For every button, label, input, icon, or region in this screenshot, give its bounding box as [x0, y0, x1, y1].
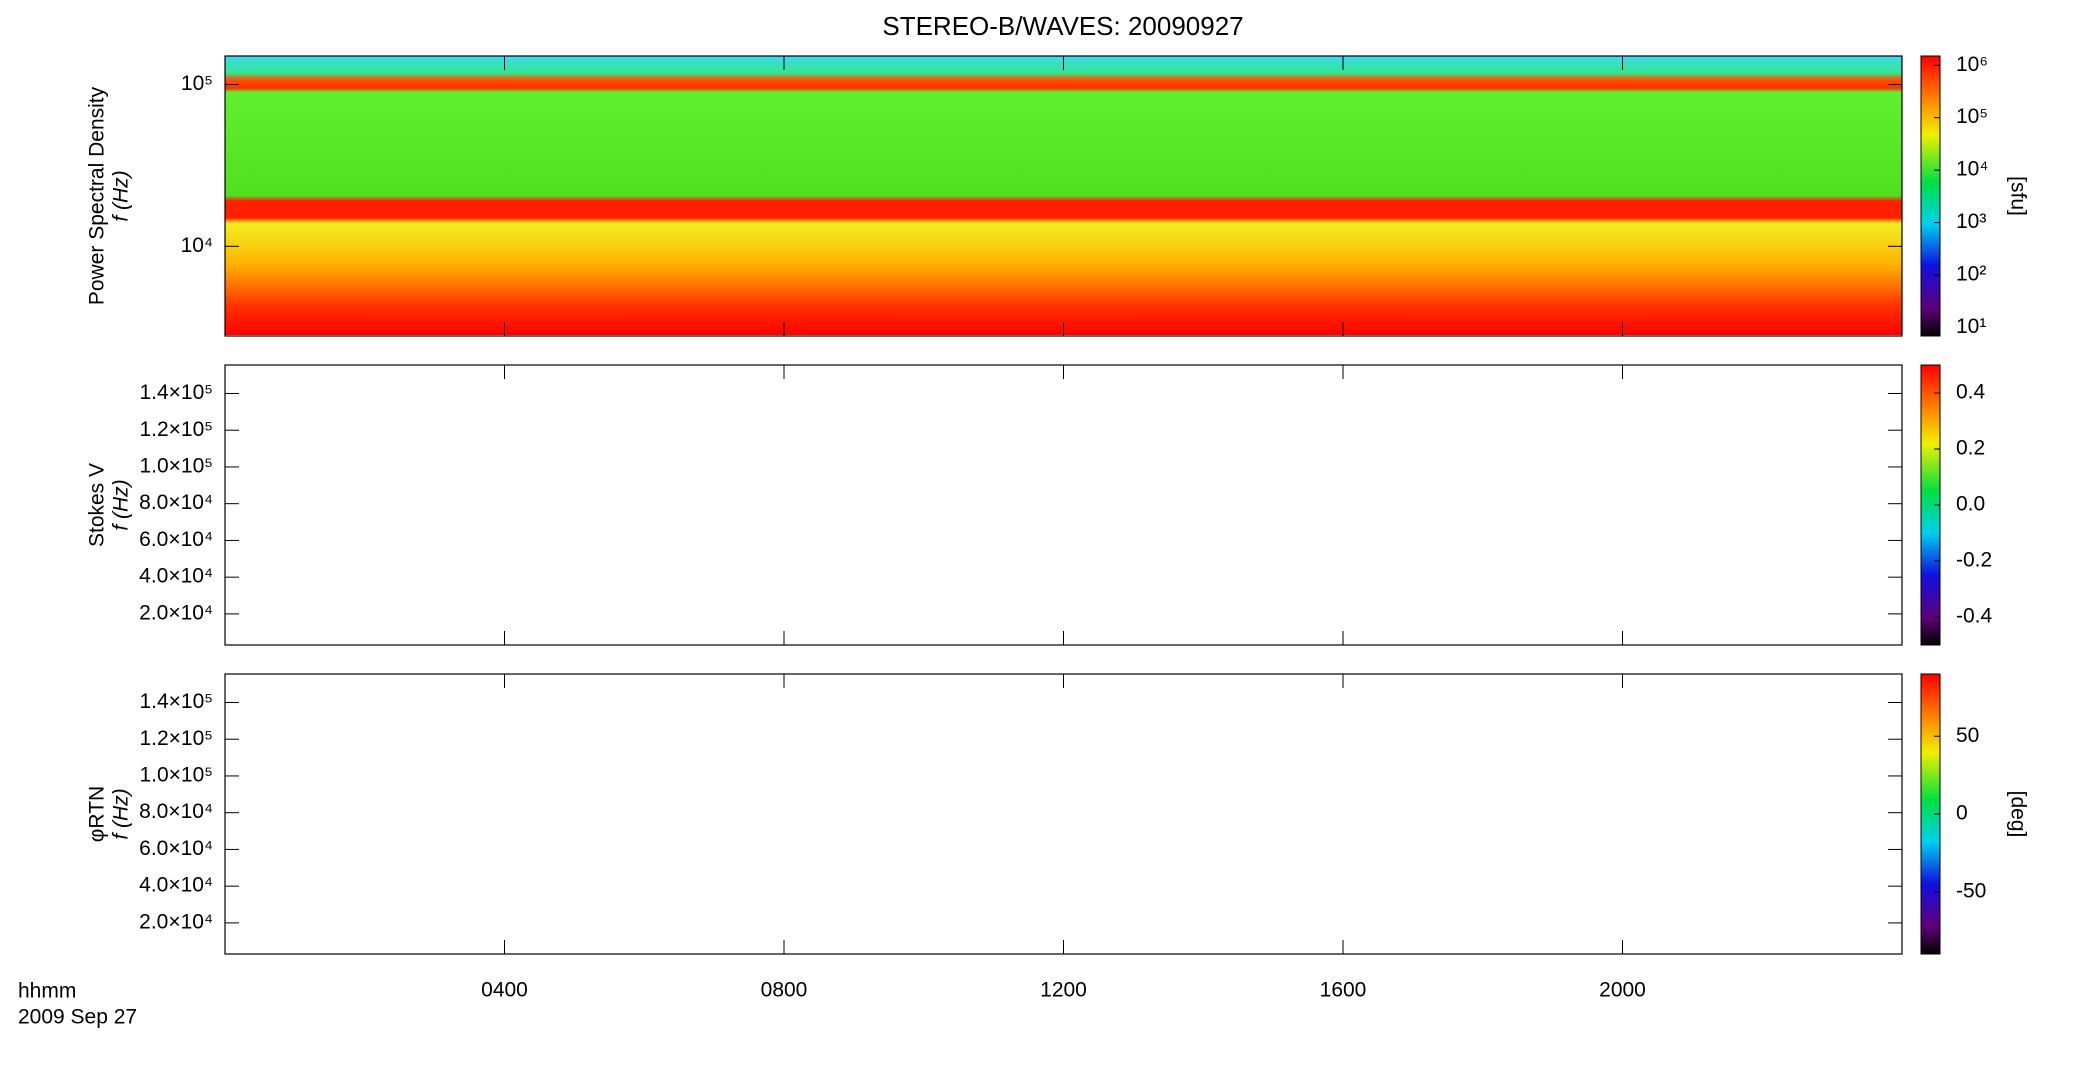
colorbar-tick-label: 10³ — [1956, 210, 1986, 233]
y-tick-label: 10⁵ — [181, 72, 213, 95]
y-tick-label: 2.0×10⁴ — [139, 910, 213, 933]
x-axis-label: hhmm — [18, 980, 76, 1003]
y-tick-label: 4.0×10⁴ — [139, 874, 213, 897]
y-axis-label: f (Hz) — [110, 170, 133, 221]
y-tick-label: 1.0×10⁵ — [139, 763, 213, 786]
colorbar-tick-label: 10⁴ — [1956, 158, 1988, 181]
colorbar-tick-label: -0.4 — [1956, 605, 1993, 628]
colorbar-tick-label: 10⁵ — [1956, 105, 1988, 128]
y-axis-label: f (Hz) — [110, 479, 133, 530]
colorbar-tick-label: -0.2 — [1956, 549, 1992, 572]
colorbar-tick-label: 0.4 — [1956, 381, 1986, 404]
y-tick-label: 1.2×10⁵ — [139, 418, 213, 441]
x-tick-label: 1200 — [1040, 979, 1087, 1002]
y-axis-label: φRTN — [86, 786, 109, 842]
x-tick-label: 2000 — [1599, 979, 1646, 1002]
x-tick-label: 1600 — [1320, 979, 1367, 1002]
y-tick-label: 4.0×10⁴ — [139, 565, 213, 588]
colorbar-tick-label: 0.2 — [1956, 437, 1985, 460]
plot-frame — [224, 673, 1903, 955]
y-axis-label: Stokes V — [86, 463, 109, 547]
colorbar-tick-label: 10¹ — [1956, 315, 1986, 338]
spectrogram-image — [225, 56, 1902, 335]
y-axis-label: f (Hz) — [110, 788, 133, 839]
colorbar-tick-label: 50 — [1956, 724, 1979, 747]
y-axis-label: Power Spectral Density — [86, 86, 109, 305]
y-tick-label: 6.0×10⁴ — [139, 837, 213, 860]
colorbar-tick-label: 0 — [1956, 802, 1968, 825]
x-tick-label: 0400 — [481, 979, 528, 1002]
plot-frame — [224, 364, 1903, 646]
y-tick-label: 1.2×10⁵ — [139, 727, 213, 750]
y-tick-label: 1.4×10⁵ — [139, 381, 213, 404]
colorbar-tick-label: 0.0 — [1956, 493, 1985, 516]
colorbar-tick-label: 10⁶ — [1956, 53, 1988, 76]
date-label: 2009 Sep 27 — [18, 1006, 137, 1029]
colorbar-label: [sfu] — [2006, 176, 2029, 216]
y-tick-label: 2.0×10⁴ — [139, 601, 213, 624]
y-tick-label: 6.0×10⁴ — [139, 528, 213, 551]
y-tick-label: 8.0×10⁴ — [139, 800, 213, 823]
colorbar-tick-label: -50 — [1956, 879, 1986, 902]
y-tick-label: 1.4×10⁵ — [139, 690, 213, 713]
y-tick-label: 1.0×10⁵ — [139, 454, 213, 477]
x-tick-label: 0800 — [761, 979, 808, 1002]
colorbar-tick-label: 10² — [1956, 263, 1986, 286]
colorbar — [1920, 55, 1941, 337]
y-tick-label: 8.0×10⁴ — [139, 491, 213, 514]
chart-title: STEREO-B/WAVES: 20090927 — [882, 11, 1243, 41]
y-tick-label: 10⁴ — [181, 234, 213, 257]
colorbar-label: [deg] — [2006, 791, 2029, 838]
